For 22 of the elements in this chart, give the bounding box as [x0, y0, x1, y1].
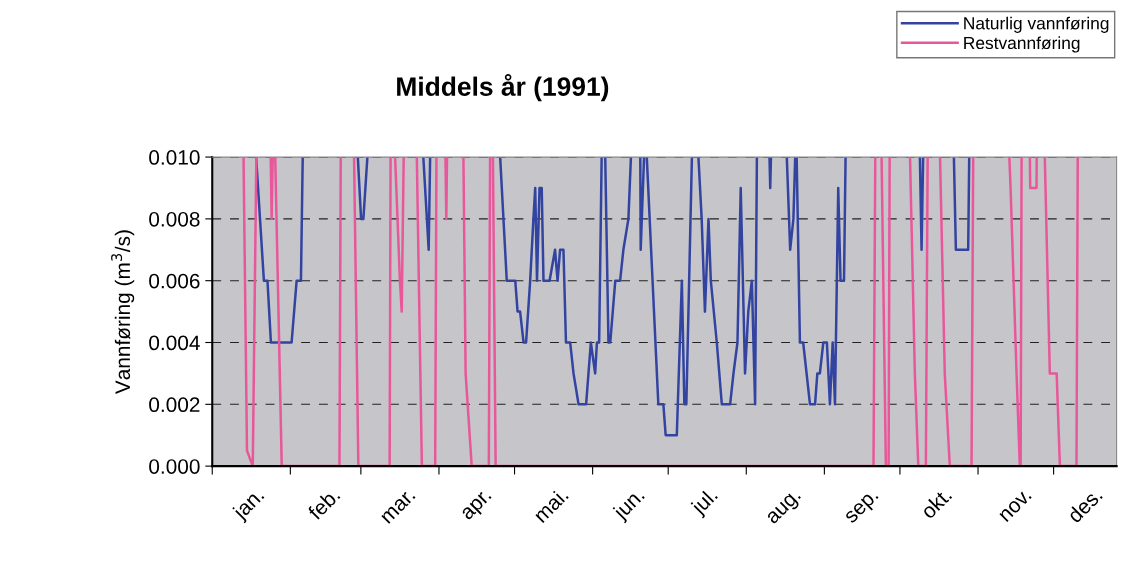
y-tick-label: 0.006	[149, 273, 200, 289]
x-tick-label: des.	[1066, 486, 1103, 524]
y-axis-title: Vannføring (m$^{3}$/s)	[111, 230, 135, 395]
x-tick-label: nov.	[999, 489, 1032, 523]
x-tick-label: okt.	[919, 486, 953, 520]
x-tick-label: jun.	[611, 486, 648, 524]
x-tick-label: mai.	[532, 486, 569, 524]
x-tick-label: mar.	[381, 489, 416, 525]
x-tick-label: apr.	[460, 489, 495, 524]
legend-label: Restvannføring	[964, 36, 1080, 53]
x-tick-label: aug.	[766, 489, 804, 528]
chart-title: Middels år (1991)	[397, 73, 609, 102]
y-tick-label: 0.000	[149, 459, 200, 474]
legend-label: Naturlig vannføring	[964, 16, 1109, 33]
x-tick-label: feb.	[306, 486, 341, 521]
x-tick-label: sep.	[844, 489, 882, 527]
x-tick-label: jan.	[230, 486, 268, 524]
y-tick-label: 0.004	[149, 335, 200, 351]
x-tick-label: jul.	[689, 486, 721, 519]
y-tick-label: 0.010	[149, 150, 200, 165]
y-tick-label: 0.008	[149, 211, 200, 227]
y-tick-label: 0.002	[149, 397, 200, 413]
